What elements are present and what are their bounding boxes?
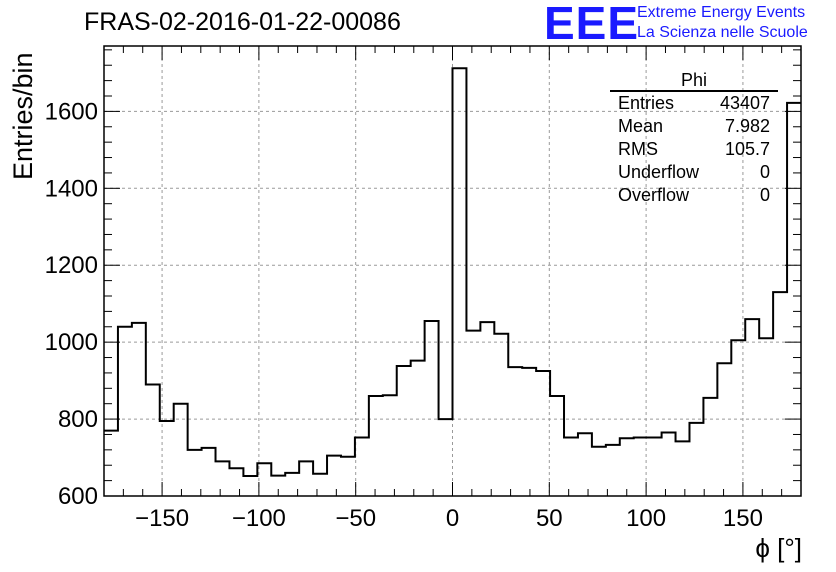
stats-row-mean: Mean 7.982 (610, 115, 778, 138)
plot-frame (103, 45, 802, 497)
x-tick-label: 150 (723, 505, 763, 532)
logo-line-1: Extreme Energy Events (637, 4, 806, 21)
stats-label: Mean (618, 116, 664, 136)
y-tick-label: 800 (58, 406, 98, 433)
chart-title: FRAS-02-2016-01-22-00086 (84, 8, 401, 36)
stats-value: 43407 (719, 93, 770, 113)
stats-value: 7.982 (724, 116, 770, 136)
stats-label: Underflow (618, 162, 700, 182)
y-tick-label: 600 (58, 483, 98, 510)
histogram-series (104, 67, 801, 477)
x-tick-label: 100 (626, 505, 666, 532)
x-axis-label: ϕ [°] (755, 533, 802, 563)
x-tick-label: 0 (446, 505, 459, 532)
stats-title: Phi (610, 70, 778, 92)
stats-value: 105.7 (724, 139, 770, 159)
stats-label: Entries (618, 93, 675, 113)
stats-label: RMS (618, 139, 658, 159)
x-tick-label: −150 (135, 505, 189, 532)
x-tick-label: −100 (232, 505, 286, 532)
y-axis-label: Entries/bin (8, 52, 38, 180)
stats-value: 0 (759, 162, 770, 182)
stats-label: Overflow (618, 185, 690, 205)
stats-row-entries: Entries 43407 (610, 92, 778, 115)
logo-line-2: La Scienza nelle Scuole (637, 24, 808, 41)
y-tick-label: 1400 (45, 175, 98, 202)
x-tick-label: 50 (536, 505, 563, 532)
y-tick-label: 1200 (45, 252, 98, 279)
x-tick-label: −50 (335, 505, 376, 532)
stats-value: 0 (759, 185, 770, 205)
stats-row-rms: RMS 105.7 (610, 138, 778, 161)
eee-logo: EEE (544, 0, 640, 49)
y-tick-label: 1000 (45, 329, 98, 356)
stats-box: Phi Entries 43407 Mean 7.982 RMS 105.7 U… (610, 70, 778, 207)
stats-row-underflow: Underflow 0 (610, 161, 778, 184)
logo-caption: Extreme Energy Events La Scienza nelle S… (637, 3, 808, 43)
y-tick-label: 1600 (45, 98, 98, 125)
stats-row-overflow: Overflow 0 (610, 184, 778, 207)
